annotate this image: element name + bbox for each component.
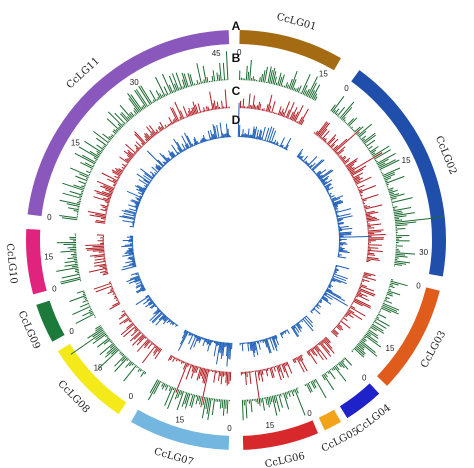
track-b-bars xyxy=(56,51,444,421)
track-b-histogram xyxy=(56,51,444,421)
tick-label: 15 xyxy=(175,415,184,424)
track-letter-b: B xyxy=(232,51,241,65)
segment-cclg08 xyxy=(57,343,127,415)
segment-cclg02 xyxy=(351,70,447,277)
segment-cclg05 xyxy=(318,409,341,431)
tick-label: 15 xyxy=(71,138,80,147)
segment-cclg04 xyxy=(339,383,380,419)
label-cclg07: CcLG07 xyxy=(153,446,195,468)
segment-cclg11 xyxy=(27,30,230,217)
tick-label: 0 xyxy=(416,281,421,290)
tick-label: 15 xyxy=(265,421,274,430)
track-d-histogram xyxy=(119,102,371,367)
tick-label: 0 xyxy=(47,213,52,222)
track-letter-d: D xyxy=(232,113,241,127)
label-cclg10: CcLG10 xyxy=(4,243,19,285)
segment-cclg09 xyxy=(36,300,65,342)
tick-label: 30 xyxy=(130,78,139,87)
tick-label: 0 xyxy=(227,424,232,433)
track-d-bars xyxy=(119,102,371,367)
segment-cclg07 xyxy=(131,409,230,450)
tick-label: 0 xyxy=(307,409,312,418)
tick-label: 15 xyxy=(44,253,53,262)
label-cclg05: CcLG05 xyxy=(320,426,361,455)
track-letter-a: A xyxy=(232,19,241,33)
tick-label: 15 xyxy=(319,70,328,79)
tick-label: 0 xyxy=(69,327,74,336)
tick-label: 0 xyxy=(237,48,242,57)
segment-cclg03 xyxy=(376,287,440,386)
linkage-group-ring xyxy=(25,30,447,450)
segment-cclg01 xyxy=(239,30,341,71)
label-cclg03: CcLG03 xyxy=(419,329,448,370)
linkage-group-labels: CcLG01CcLG02CcLG03CcLG04CcLG05CcLG06CcLG… xyxy=(4,11,459,468)
label-cclg09: CcLG09 xyxy=(16,309,42,351)
label-cclg01: CcLG01 xyxy=(275,11,317,32)
label-cclg06: CcLG06 xyxy=(264,451,306,468)
tick-label: 15 xyxy=(402,156,411,165)
tick-label: 45 xyxy=(212,49,221,58)
label-cclg02: CcLG02 xyxy=(433,134,458,176)
tick-label: 0 xyxy=(362,373,367,382)
tick-label: 30 xyxy=(419,248,428,257)
tick-label: 15 xyxy=(386,344,395,353)
track-letter-c: C xyxy=(232,84,241,98)
segment-cclg06 xyxy=(242,420,319,450)
tick-label: 0 xyxy=(52,285,57,294)
segment-cclg10 xyxy=(25,229,47,295)
tick-label: 0 xyxy=(344,84,349,93)
tick-label: 0 xyxy=(129,392,134,401)
